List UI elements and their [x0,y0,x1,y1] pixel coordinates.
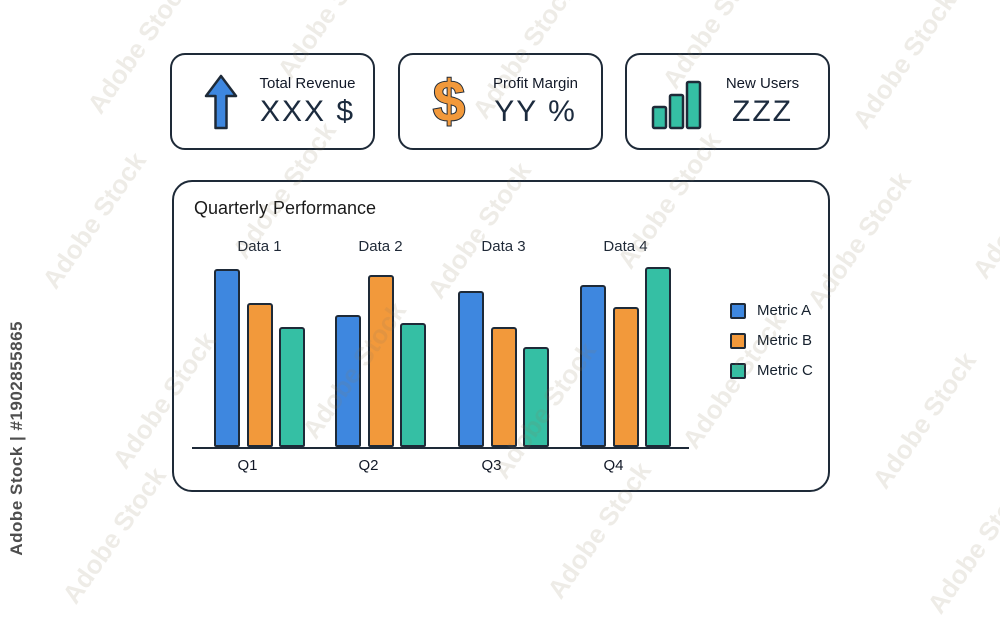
bar-group: Data 4 Q4 [580,235,671,474]
kpi-label: New Users [725,75,800,92]
watermark-text: Adobe Stock [966,137,1000,284]
bar-metric-a [458,291,484,447]
bar-metric-a [335,315,361,447]
bar-group: Data 3 Q3 [458,235,549,474]
bar-metric-b [612,307,639,447]
kpi-card-total-revenue: Total Revenue XXX $ [170,53,375,150]
bar-metric-b [246,303,273,447]
watermark-text: Adobe Stock [36,146,152,294]
legend-item-metric-c: Metric C [730,362,813,379]
kpi-card-profit-margin: $ Profit Margin YY % [398,53,603,150]
legend-item-metric-a: Metric A [730,302,813,319]
legend-swatch-metric-a [730,302,746,319]
bar-metric-c [645,267,671,447]
bar-metric-b [490,327,517,447]
kpi-value: YY % [494,95,577,128]
watermark-text: Adobe Stock [846,0,962,134]
group-label: Data 2 [358,238,403,255]
bar-metric-c [523,347,549,447]
category-label: Q4 [603,457,624,474]
category-label: Q3 [481,457,502,474]
kpi-value: XXX $ [259,95,356,128]
bar-group: Data 2 Q2 [335,235,426,474]
legend-swatch-metric-c [730,362,746,379]
legend-label: Metric A [757,302,812,319]
bar-group: Data 1 Q1 [214,235,305,474]
arrow-up-icon [190,73,252,131]
watermark-text: Adobe Stock [866,346,982,494]
bar-row [580,267,671,447]
legend-swatch-metric-b [730,332,746,349]
kpi-text-block: New Users ZZZ [707,75,828,128]
dollar-icon: $ [418,71,480,133]
bar-metric-a [580,285,606,447]
group-label: Data 4 [603,238,648,255]
legend-item-metric-b: Metric B [730,332,813,349]
plot-area: Data 1 Q1 Data 2 Q2 Data 3 Q3 Data 4 Q4 [192,235,689,474]
kpi-card-new-users: New Users ZZZ [625,53,830,150]
watermark-text: Adobe Stock [921,471,1000,619]
bar-metric-c [279,327,305,447]
kpi-label: Total Revenue [259,75,356,92]
kpi-text-block: Total Revenue XXX $ [252,75,373,128]
bar-metric-a [214,269,240,447]
bar-row [214,269,305,447]
chart-title: Quarterly Performance [194,198,377,218]
kpi-label: Profit Margin [492,75,579,92]
legend-label: Metric C [757,362,813,379]
category-label: Q1 [237,457,258,474]
kpi-value: ZZZ [732,95,793,128]
legend-label: Metric B [757,332,813,349]
bar-chart-icon [645,73,707,131]
kpi-text-block: Profit Margin YY % [480,75,601,128]
bar-row [335,275,426,447]
dashboard-illustration: Total Revenue XXX $ $ Profit Margin YY %… [7,0,1000,619]
bar-metric-c [400,323,426,447]
chart-legend: Metric A Metric B Metric C [730,302,813,379]
svg-text:$: $ [433,71,465,133]
bar-row [458,291,549,447]
group-label: Data 1 [237,238,282,255]
watermark-text: Adobe Stock [56,461,172,609]
group-label: Data 3 [481,238,526,255]
stock-id-watermark: Adobe Stock | #1902855865 [7,321,26,556]
category-label: Q2 [358,457,379,474]
bar-metric-b [367,275,394,447]
quarterly-performance-card: Quarterly Performance Data 1 Q1 Data 2 Q2 Da… [172,180,830,492]
